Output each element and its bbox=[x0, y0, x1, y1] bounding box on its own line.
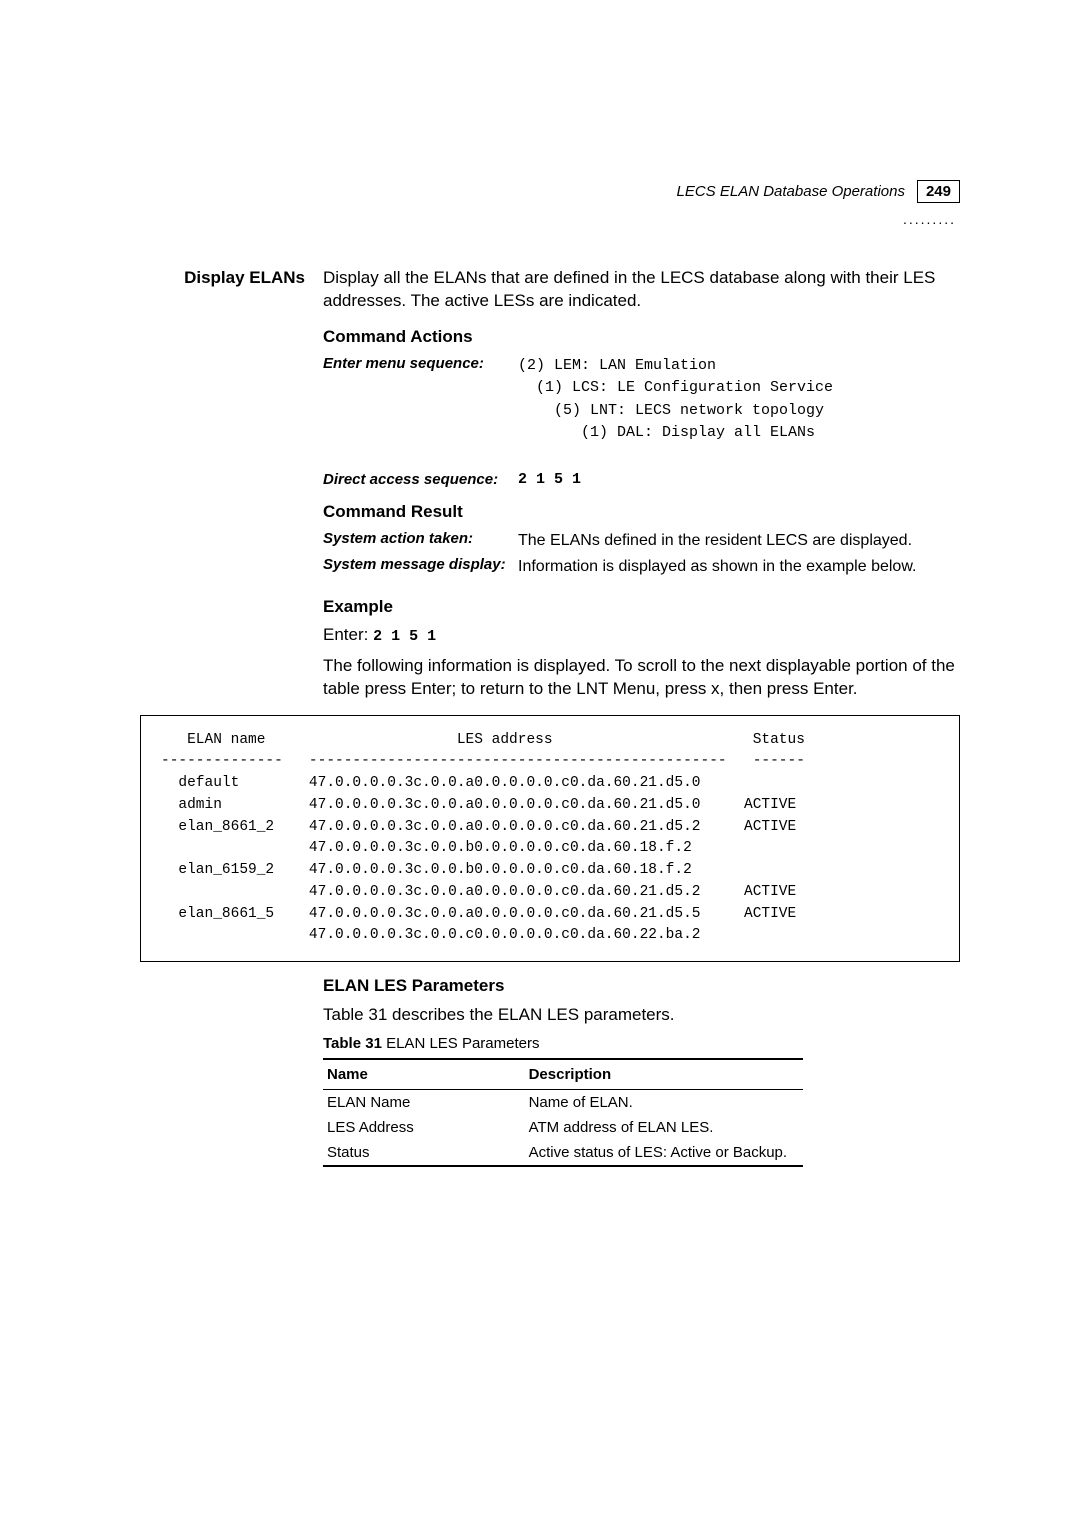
table-cell-desc: Name of ELAN. bbox=[525, 1089, 803, 1115]
table-cell-name: ELAN Name bbox=[323, 1089, 525, 1115]
system-action-label: System action taken: bbox=[323, 530, 518, 552]
page-header: LECS ELAN Database Operations 249 bbox=[140, 180, 960, 203]
table-cell-name: Status bbox=[323, 1140, 525, 1166]
direct-access-label: Direct access sequence: bbox=[323, 471, 518, 488]
params-intro: Table 31 describes the ELAN LES paramete… bbox=[323, 1004, 960, 1027]
header-section-title: LECS ELAN Database Operations bbox=[677, 183, 905, 200]
table-cell-desc: ATM address of ELAN LES. bbox=[525, 1115, 803, 1140]
enter-menu-value: (2) LEM: LAN Emulation (1) LCS: LE Confi… bbox=[518, 355, 833, 445]
page-number: 249 bbox=[917, 180, 960, 203]
enter-menu-label: Enter menu sequence: bbox=[323, 355, 518, 445]
system-message-value: Information is displayed as shown in the… bbox=[518, 556, 916, 578]
table-col-name: Name bbox=[323, 1059, 525, 1090]
table-caption-bold: Table 31 bbox=[323, 1035, 382, 1052]
header-dots: ......... bbox=[140, 211, 960, 227]
params-table: Name Description ELAN Name Name of ELAN.… bbox=[323, 1058, 803, 1167]
listing-box: ELAN name LES address Status -----------… bbox=[140, 715, 960, 963]
command-actions-heading: Command Actions bbox=[323, 327, 960, 347]
params-heading: ELAN LES Parameters bbox=[323, 976, 960, 996]
table-col-desc: Description bbox=[525, 1059, 803, 1090]
system-message-label: System message display: bbox=[323, 556, 518, 578]
table-cell-desc: Active status of LES: Active or Backup. bbox=[525, 1140, 803, 1166]
direct-access-value: 2 1 5 1 bbox=[518, 471, 581, 488]
table-caption: Table 31 ELAN LES Parameters bbox=[323, 1035, 960, 1052]
example-enter-value: 2 1 5 1 bbox=[373, 628, 436, 645]
example-desc: The following information is displayed. … bbox=[323, 655, 960, 701]
example-enter-line: Enter: 2 1 5 1 bbox=[323, 625, 960, 645]
table-cell-name: LES Address bbox=[323, 1115, 525, 1140]
table-row: LES Address ATM address of ELAN LES. bbox=[323, 1115, 803, 1140]
section-intro: Display all the ELANs that are defined i… bbox=[323, 267, 960, 313]
command-result-heading: Command Result bbox=[323, 502, 960, 522]
table-caption-rest: ELAN LES Parameters bbox=[382, 1035, 540, 1052]
example-heading: Example bbox=[323, 597, 960, 617]
table-row: ELAN Name Name of ELAN. bbox=[323, 1089, 803, 1115]
example-enter-label: Enter: bbox=[323, 625, 373, 644]
section-heading: Display ELANs bbox=[140, 267, 305, 313]
system-action-value: The ELANs defined in the resident LECS a… bbox=[518, 530, 912, 552]
table-row: Status Active status of LES: Active or B… bbox=[323, 1140, 803, 1166]
